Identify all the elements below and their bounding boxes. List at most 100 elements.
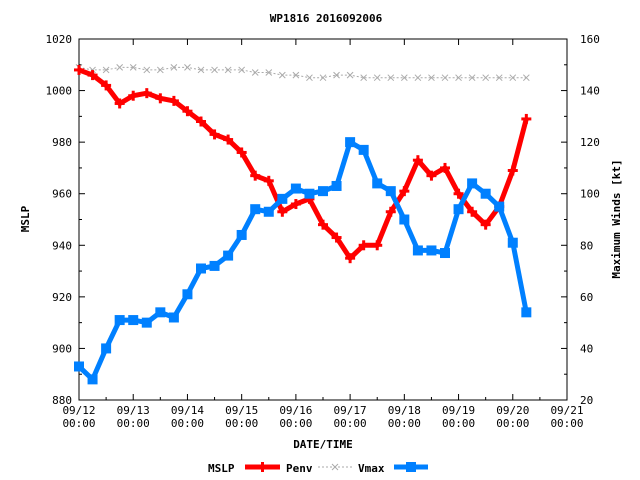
data-point [358, 144, 369, 155]
data-point [509, 74, 517, 82]
y-axis-label: MSLP [19, 205, 32, 232]
data-point [482, 74, 490, 82]
x-tick-label: 09/14 00:00 [171, 404, 204, 430]
series-line [77, 139, 529, 382]
data-point [399, 214, 410, 225]
y-tick-label: 900 [52, 342, 72, 355]
series-penv [74, 64, 532, 264]
data-point [156, 66, 164, 74]
x-tick-label: 09/21 00:00 [550, 404, 583, 430]
series-layer [74, 64, 532, 385]
y-tick-label: 980 [52, 136, 72, 149]
x-tick-label: 09/12 00:00 [62, 404, 95, 430]
data-point [441, 74, 449, 82]
data-point [494, 201, 505, 212]
data-point [331, 463, 339, 471]
data-point [141, 317, 152, 328]
data-point [385, 186, 396, 197]
data-point [480, 188, 491, 199]
data-point [318, 186, 328, 197]
series-secondary [75, 64, 530, 82]
data-point [507, 237, 518, 248]
data-point [453, 204, 464, 215]
series-line [78, 67, 529, 261]
data-point [372, 178, 383, 189]
data-point [360, 74, 368, 82]
data-point [277, 193, 288, 204]
y-tick-label: 880 [52, 394, 72, 407]
data-point [306, 74, 313, 82]
data-point [346, 71, 354, 79]
x-tick-labels: 09/12 00:00 09/13 00:00 09/14 00:00 09/15 00:00… [62, 404, 583, 430]
data-point [251, 69, 259, 76]
data-point [426, 245, 437, 256]
data-point [331, 180, 342, 191]
y-tick-labels: 880 900 920 940 960 980 1000 1020 [46, 33, 73, 407]
data-point [128, 315, 139, 326]
data-point [468, 74, 476, 82]
data-point [155, 307, 166, 318]
y-tick-label: 1020 [46, 33, 73, 46]
data-point [236, 229, 247, 240]
data-point [400, 74, 408, 82]
data-point [455, 74, 462, 82]
legend: MSLP Penv Vmax [208, 462, 428, 475]
data-point [373, 74, 381, 82]
legend-title: MSLP [208, 462, 235, 475]
series-line [78, 66, 527, 79]
legend-item [318, 463, 352, 471]
x-tick-label: 09/13 00:00 [117, 404, 150, 430]
x-tick-label: 09/16 00:00 [279, 404, 312, 430]
y-tick-label: 960 [52, 188, 72, 201]
data-point [168, 312, 179, 323]
data-point [319, 74, 327, 82]
y2-axis-label: Maximum Winds [kt] [610, 159, 623, 278]
data-point [129, 64, 137, 71]
y2-tick-label: 80 [580, 239, 593, 252]
data-point [304, 188, 315, 199]
data-point [224, 66, 232, 74]
legend-label: Penv [286, 462, 313, 475]
data-point [116, 64, 124, 71]
legend-item: Penv [245, 462, 313, 475]
data-point [114, 315, 125, 326]
data-point [143, 66, 151, 74]
data-point [495, 74, 503, 82]
data-point [184, 64, 191, 71]
y2-tick-label: 40 [580, 342, 593, 355]
data-point [522, 74, 530, 82]
data-point [290, 183, 301, 194]
data-point [102, 66, 110, 74]
y2-tick-label: 20 [580, 394, 593, 407]
y2-tick-labels: 20 40 60 80 100 120 140 160 [580, 33, 600, 407]
x-tick-label: 09/19 00:00 [442, 404, 475, 430]
data-point [521, 307, 532, 318]
y-tick-label: 940 [52, 239, 72, 252]
x-tick-label: 09/20 00:00 [496, 404, 529, 430]
y-tick-label: 920 [52, 291, 72, 304]
y-tick-label: 1000 [46, 85, 73, 98]
data-point [414, 74, 422, 82]
data-point [223, 250, 234, 261]
data-point [74, 361, 84, 372]
legend-label: Vmax [358, 462, 385, 475]
data-point [333, 71, 340, 79]
ticks [78, 38, 568, 401]
data-point [265, 69, 273, 76]
x-axis-label: DATE/TIME [293, 438, 353, 451]
data-point [182, 289, 193, 300]
data-point [101, 343, 112, 354]
data-point [170, 64, 178, 71]
data-point [263, 206, 274, 217]
x-tick-label: 09/15 00:00 [225, 404, 258, 430]
data-point [197, 66, 205, 74]
data-point [278, 71, 286, 79]
y2-tick-label: 140 [580, 85, 600, 98]
y2-tick-label: 160 [580, 33, 600, 46]
data-point [387, 74, 395, 82]
data-point [440, 248, 450, 259]
legend-items: Penv Vmax [245, 462, 428, 475]
x-tick-label: 09/17 00:00 [334, 404, 367, 430]
y2-tick-label: 100 [580, 188, 600, 201]
data-point [412, 245, 423, 256]
